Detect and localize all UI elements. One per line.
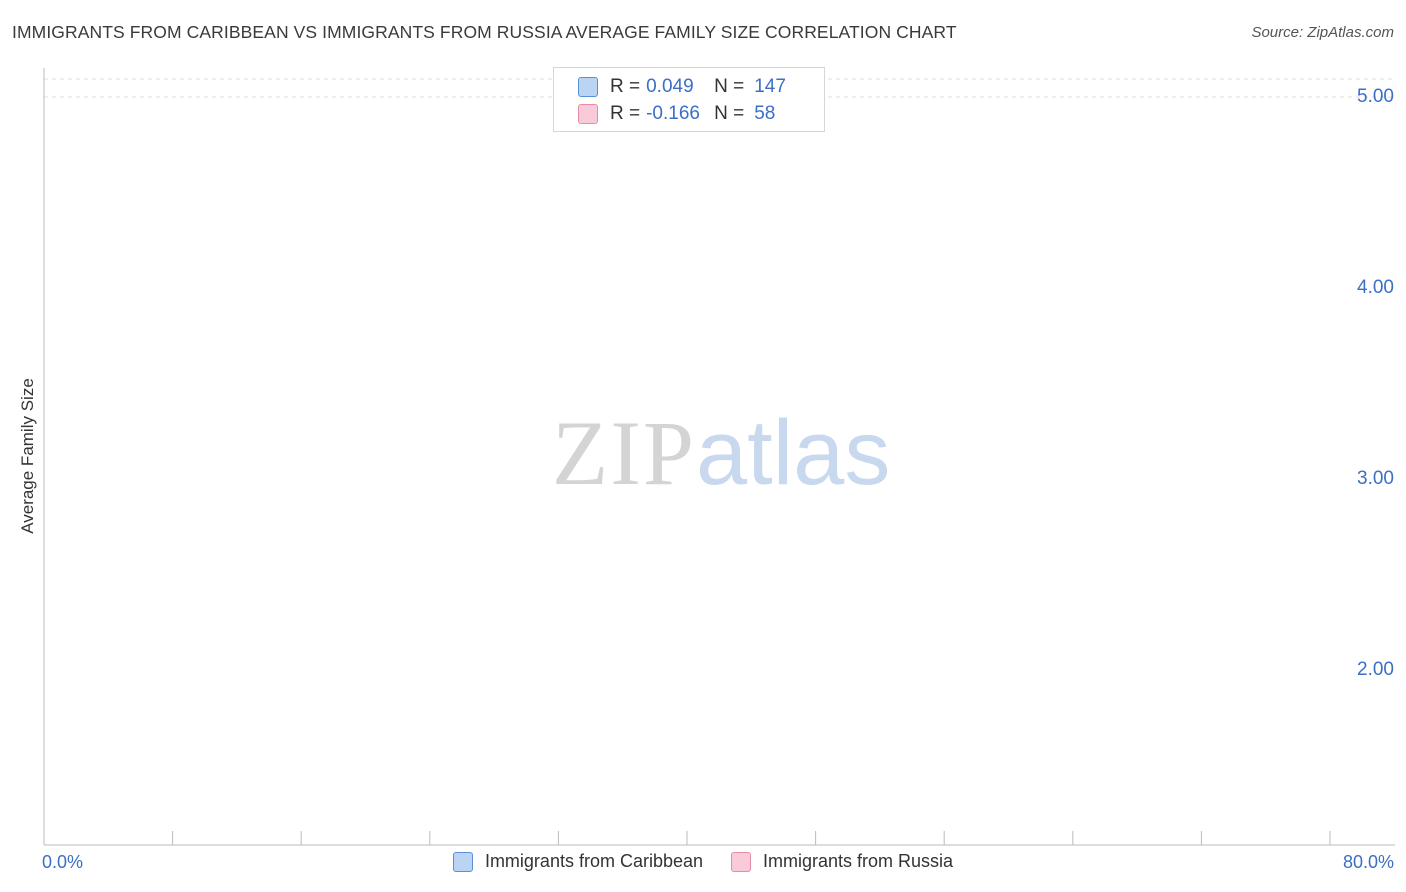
n-value: 147 bbox=[754, 76, 786, 97]
y-tick-label: 2.00 bbox=[1357, 659, 1394, 680]
y-tick-label: 4.00 bbox=[1357, 277, 1394, 298]
y-axis-label: Average Family Size bbox=[18, 378, 37, 534]
n-label: N = bbox=[714, 76, 745, 97]
y-tick-label: 3.00 bbox=[1357, 468, 1394, 489]
x-tick-label-min: 0.0% bbox=[42, 852, 84, 872]
legend-item-caribbean[interactable]: Immigrants from Caribbean bbox=[452, 851, 704, 872]
legend-label: Immigrants from Caribbean bbox=[484, 851, 704, 871]
r-label: R = bbox=[610, 103, 641, 124]
legend-row-russia: R = -0.166 N = 58 bbox=[578, 101, 775, 127]
caribbean-swatch bbox=[578, 77, 598, 97]
n-label: N = bbox=[714, 103, 745, 124]
legend-row-caribbean: R = 0.049 N = 147 bbox=[578, 74, 786, 100]
russia-swatch bbox=[578, 104, 598, 124]
n-value: 58 bbox=[754, 103, 776, 124]
chart-title: IMMIGRANTS FROM CARIBBEAN VS IMMIGRANTS … bbox=[12, 22, 957, 42]
legend-label: Immigrants from Russia bbox=[763, 851, 954, 871]
x-tick-label-max: 80.0% bbox=[1342, 852, 1394, 872]
y-tick-label: 5.00 bbox=[1357, 86, 1394, 107]
russia-swatch bbox=[731, 851, 752, 872]
correlation-legend: R = 0.049 N = 147 R = -0.166 N = 58 bbox=[553, 67, 825, 132]
r-value: 0.049 bbox=[646, 76, 694, 97]
source-label: Source: ZipAtlas.com bbox=[1251, 24, 1394, 41]
series-legend: Immigrants from Caribbean Immigrants fro… bbox=[0, 851, 1406, 872]
r-value: -0.166 bbox=[646, 103, 700, 124]
caribbean-swatch bbox=[452, 851, 473, 872]
r-label: R = bbox=[610, 76, 641, 97]
legend-item-russia[interactable]: Immigrants from Russia bbox=[731, 851, 953, 872]
